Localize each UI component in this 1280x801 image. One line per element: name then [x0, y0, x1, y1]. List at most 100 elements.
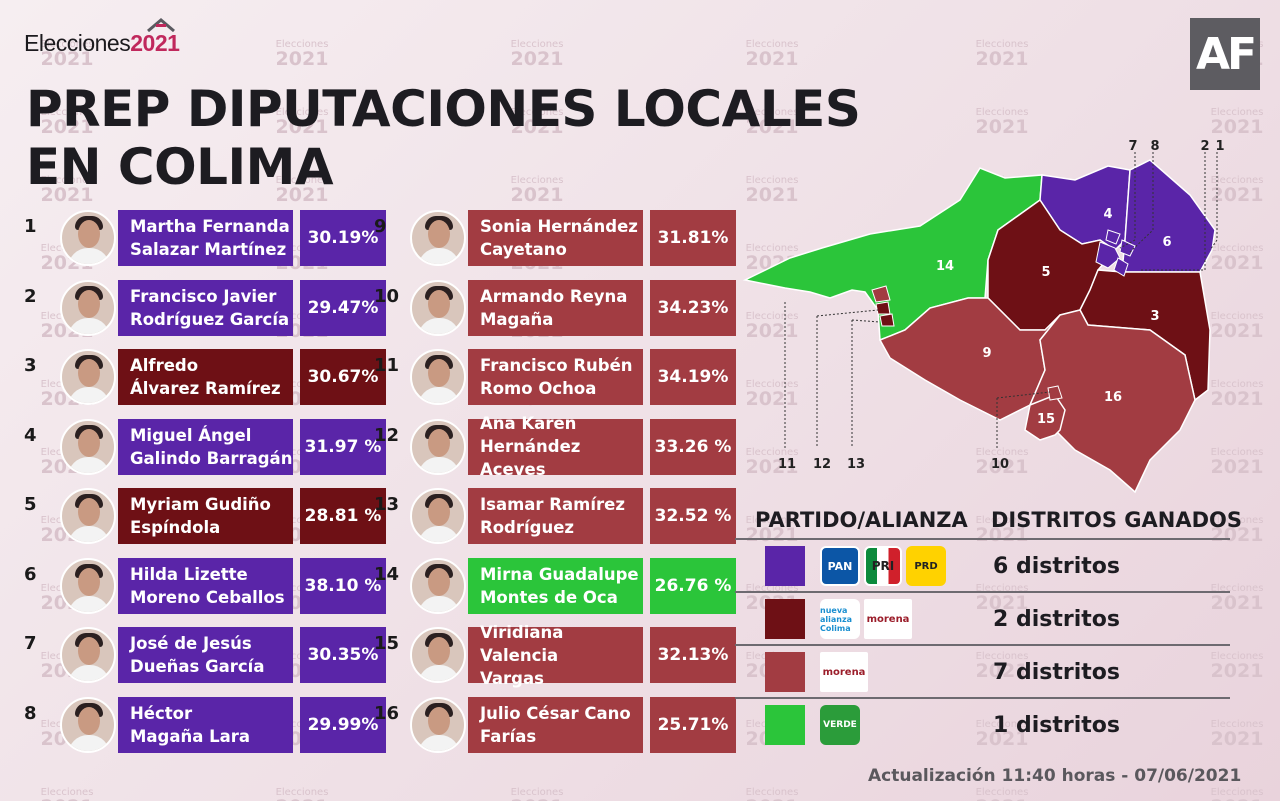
candidate-number: 12 — [374, 424, 400, 446]
district-8 — [1113, 257, 1129, 277]
district-label: 10 — [991, 457, 1009, 472]
legend-divider — [735, 591, 1230, 593]
title-line-1: PREP DIPUTACIONES LOCALES — [26, 80, 861, 138]
photo-shirt — [418, 456, 460, 473]
party-logos: VERDE — [820, 705, 860, 745]
district-11 — [871, 285, 891, 303]
watermark-year: 2021 — [510, 48, 564, 70]
candidate-number: 15 — [374, 633, 400, 654]
candidate-row: 5 Myriam Gudiño Espíndola 28.81 % — [24, 488, 386, 544]
candidate-percent: 29.47% — [300, 279, 386, 336]
watermark-word: Elecciones — [975, 787, 1029, 798]
candidate-photo — [60, 210, 116, 266]
photo-shirt — [418, 317, 460, 334]
photo-shirt — [68, 526, 110, 542]
candidate-photo — [410, 418, 466, 475]
district-6 — [1121, 159, 1216, 273]
candidate-number: 16 — [374, 702, 400, 724]
district-10 — [1047, 385, 1063, 401]
ballot-box-icon — [147, 18, 175, 32]
district-label: 5 — [1041, 265, 1050, 280]
watermark-word: Elecciones — [1210, 107, 1264, 118]
photo-face — [428, 567, 450, 596]
candidate-number: 2 — [24, 285, 37, 307]
candidate-number: 11 — [374, 355, 400, 376]
legend-row: nueva alianza Colima morena 2 distritos — [735, 591, 1230, 641]
candidate-name-box: Myriam Gudiño Espíndola — [118, 488, 293, 544]
legend-header-wins: DISTRITOS GANADOS — [991, 508, 1243, 532]
district-label: 3 — [1150, 309, 1159, 324]
candidate-number: 9 — [374, 216, 387, 237]
photo-shirt — [68, 248, 110, 264]
candidate-name-box: Martha Fernanda Salazar Martínez — [118, 210, 293, 266]
party-logos: PAN PRI PRD — [820, 546, 946, 586]
district-label: 13 — [847, 457, 865, 472]
candidate-name-box: Héctor Magaña Lara — [118, 696, 293, 753]
district-13 — [879, 313, 895, 327]
district-label: 4 — [1103, 207, 1112, 222]
candidate-name: Myriam Gudiño Espíndola — [130, 495, 271, 537]
candidate-name-box: Julio César Cano Farías — [468, 696, 643, 753]
candidate-photo — [410, 488, 466, 544]
candidate-row: 3 Alfredo Álvarez Ramírez 30.67% — [24, 349, 386, 405]
candidate-row: 1 Martha Fernanda Salazar Martínez 30.19% — [24, 210, 386, 266]
district-2 — [1105, 229, 1121, 245]
candidate-name-box: Sonia Hernández Cayetano — [468, 210, 643, 266]
map-leader-line — [1119, 152, 1136, 249]
candidate-number: 13 — [374, 494, 400, 515]
district-label: 15 — [1037, 412, 1055, 427]
legend-divider — [735, 538, 1230, 540]
candidate-name: Martha Fernanda Salazar Martínez — [130, 217, 290, 259]
page-title: PREP DIPUTACIONES LOCALES EN COLIMA — [26, 80, 861, 196]
districts-won: 2 distritos — [993, 606, 1120, 632]
photo-face — [78, 706, 100, 735]
candidate-name: Héctor Magaña Lara — [130, 703, 251, 746]
watermark-word: Elecciones — [275, 39, 329, 50]
pri-logo: PRI — [864, 546, 902, 586]
photo-face — [428, 428, 450, 457]
candidate-name: José de Jesús Dueñas García — [130, 634, 265, 676]
watermark-word: Elecciones — [1210, 787, 1264, 798]
legend-swatch — [765, 652, 805, 692]
party-logos: nueva alianza Colima morena — [820, 599, 912, 639]
candidate-photo — [410, 279, 466, 336]
district-label: 12 — [813, 457, 831, 472]
nueva-alianza-logo: nueva alianza Colima — [820, 599, 860, 639]
map-leader-line — [816, 309, 879, 448]
candidate-name-box: Mirna Guadalupe Montes de Oca — [468, 557, 643, 614]
map-leader-line — [1129, 152, 1154, 253]
photo-face — [428, 637, 450, 665]
photo-shirt — [418, 665, 460, 681]
candidate-row: 12 Ana Karen Hernández Aceves 33.26 % — [374, 414, 736, 479]
candidate-name: Ana Karen Hernández Aceves — [480, 414, 581, 479]
watermark-word: Elecciones — [745, 39, 799, 50]
map-leader-line — [1209, 152, 1218, 251]
candidate-percent: 31.81% — [650, 210, 736, 266]
candidate-name: Mirna Guadalupe Montes de Oca — [480, 564, 639, 607]
district-16 — [1029, 309, 1196, 494]
legend-row: VERDE 1 distritos — [735, 697, 1230, 747]
legend-row: PAN PRI PRD 6 distritos — [735, 538, 1230, 588]
district-12 — [875, 301, 891, 315]
candidate-row: 2 Francisco Javier Rodríguez García 29.47% — [24, 279, 386, 336]
candidate-number: 3 — [24, 355, 37, 376]
candidate-percent: 30.35% — [300, 627, 386, 683]
photo-face — [78, 359, 100, 387]
candidate-row: 16 Julio César Cano Farías 25.71% — [374, 696, 736, 753]
watermark-year: 2021 — [275, 48, 329, 70]
candidate-row: 10 Armando Reyna Magaña 34.23% — [374, 279, 736, 336]
district-label: 7 — [1128, 139, 1137, 154]
watermark-tile: Elecciones2021 — [500, 788, 574, 801]
district-label: 9 — [982, 346, 991, 361]
watermark-tile: Elecciones2021 — [965, 788, 1039, 801]
candidate-percent: 32.13% — [650, 627, 736, 683]
candidate-name: Julio César Cano Farías — [480, 703, 631, 746]
districts-won: 7 distritos — [993, 659, 1120, 685]
watermark-word: Elecciones — [975, 39, 1029, 50]
watermark-tile: Elecciones2021 — [1200, 788, 1274, 801]
candidate-number: 10 — [374, 285, 400, 307]
prd-logo: PRD — [906, 546, 946, 586]
